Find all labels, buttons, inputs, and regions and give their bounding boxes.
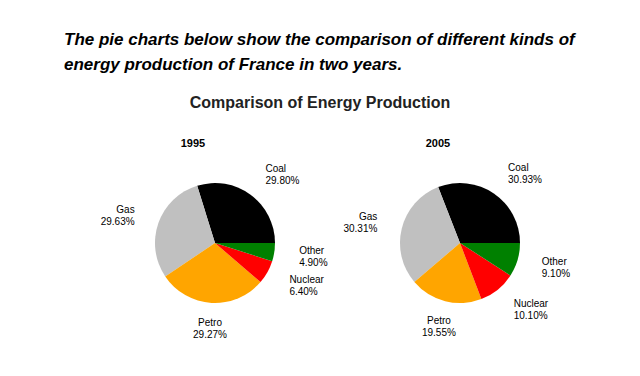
slice-category-label: Other — [542, 256, 568, 267]
slice-category-label: Petro — [427, 315, 451, 326]
chart-title: Comparison of Energy Production — [190, 94, 450, 111]
slice-value-label: 30.31% — [343, 223, 377, 234]
slice-category-label: Gas — [116, 204, 134, 215]
pie-slice — [460, 243, 520, 275]
slice-value-label: 4.90% — [299, 257, 327, 268]
slice-value-label: 6.40% — [289, 286, 317, 297]
slices — [400, 183, 520, 303]
slice-value-label: 30.93% — [508, 174, 542, 185]
slice-category-label: Nuclear — [514, 298, 549, 309]
slice-category-label: Other — [299, 245, 325, 256]
pie-chart: Coal29.80% Gas29.63% Petro29.27% Nuclear6.4… — [101, 163, 328, 340]
slices — [155, 183, 275, 303]
slice-category-label: Petro — [198, 317, 222, 328]
chart-canvas: Comparison of Energy ProductionCoal29.80… — [0, 0, 640, 376]
slice-value-label: 29.80% — [266, 175, 300, 186]
pie-slice — [215, 243, 275, 261]
slice-value-label: 9.10% — [542, 268, 570, 279]
slice-value-label: 19.55% — [422, 327, 456, 338]
slice-category-label: Nuclear — [289, 274, 324, 285]
slice-category-label: Gas — [359, 211, 377, 222]
slice-value-label: 29.27% — [193, 329, 227, 340]
slice-labels: Coal30.93% Gas30.31% Petro19.55% Nuclear10.… — [343, 162, 570, 338]
pie-chart: Coal30.93% Gas30.31% Petro19.55% Nuclear10.… — [343, 162, 570, 338]
pie-title: 1995 — [181, 137, 205, 149]
heading: The pie charts below show the comparison… — [64, 27, 609, 77]
pie-title: 2005 — [426, 137, 450, 149]
slice-category-label: Coal — [508, 162, 529, 173]
slice-category-label: Coal — [266, 163, 287, 174]
slice-value-label: 10.10% — [514, 310, 548, 321]
slice-value-label: 29.63% — [101, 216, 135, 227]
slice-labels: Coal29.80% Gas29.63% Petro29.27% Nuclear6.4… — [101, 163, 328, 340]
